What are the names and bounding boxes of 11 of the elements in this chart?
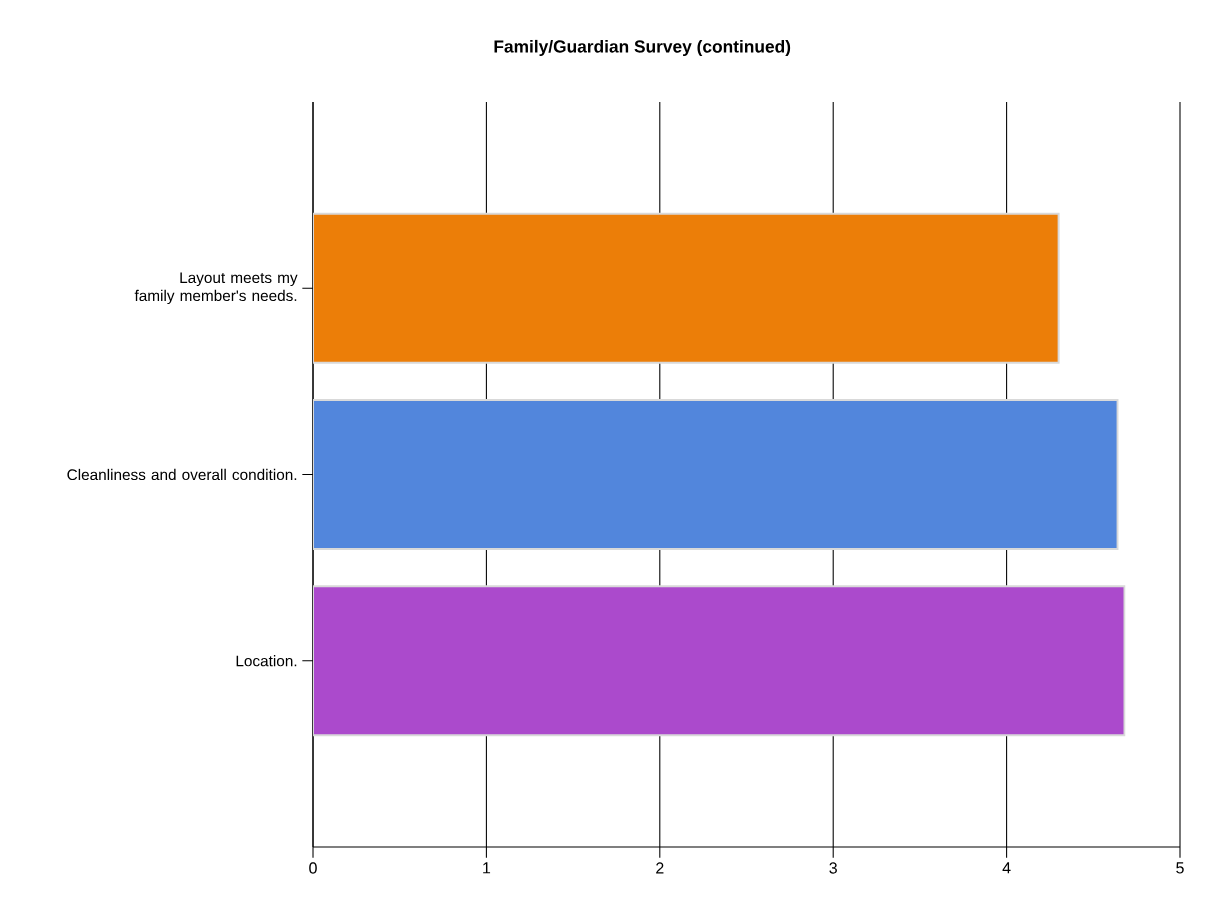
y-tick-label: Location. [236,655,297,667]
bar [313,398,1119,550]
x-tick-label: 5 [1176,862,1184,874]
x-tick-label: 3 [829,862,837,874]
chart-title: Family/Guardian Survey (continued) [494,39,791,57]
x-tick-label: 1 [483,862,491,874]
x-tick-label: 2 [656,862,664,874]
x-tick-label: 4 [1002,862,1011,874]
x-tick-label: 0 [309,862,317,874]
y-tick-label: Cleanliness and overall condition. [67,468,297,481]
y-tick-label: Layout meets my family member's needs. [134,272,298,305]
